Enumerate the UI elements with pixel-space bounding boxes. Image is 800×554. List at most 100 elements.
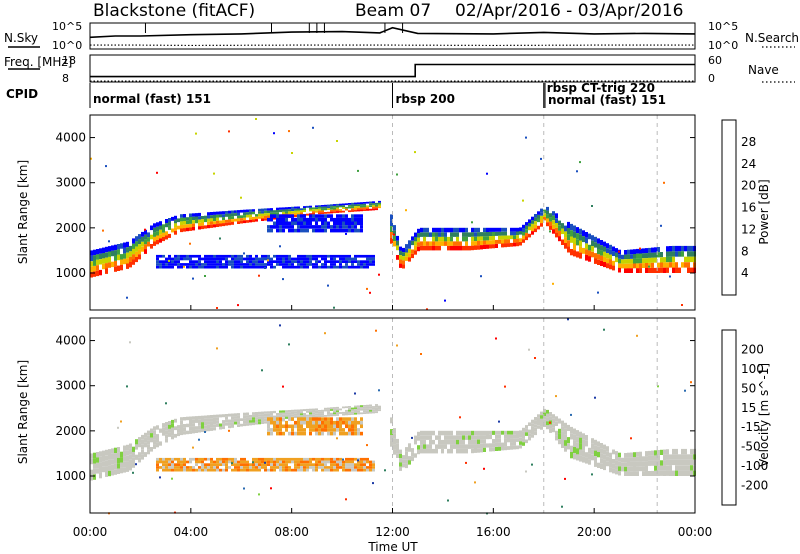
velocity-cell — [120, 451, 123, 458]
velocity-cell — [261, 463, 264, 466]
power-cell — [546, 218, 549, 223]
velocity-cell — [321, 413, 324, 416]
power-cell — [141, 246, 144, 252]
velocity-cell — [360, 466, 363, 469]
power-cell — [210, 257, 213, 261]
power-cell — [669, 256, 672, 263]
power-cell — [120, 243, 123, 249]
power-cell — [309, 217, 312, 222]
power-cell — [243, 257, 246, 261]
velocity-cell — [207, 463, 210, 466]
velocity-cell — [495, 447, 498, 451]
velocity-cell — [630, 471, 633, 476]
power-cell — [597, 254, 600, 260]
velocity-cell — [543, 408, 546, 413]
velocity-cell — [333, 408, 336, 411]
power-cell — [222, 211, 225, 215]
velocity-cell — [528, 436, 531, 441]
velocity-cell — [144, 432, 147, 438]
power-cell — [498, 227, 501, 232]
velocity-cell — [600, 453, 603, 459]
velocity-noise — [126, 385, 128, 388]
velocity-cell — [369, 410, 372, 412]
power-cell — [336, 254, 339, 258]
velocity-cell — [297, 460, 300, 464]
power-cell — [345, 221, 348, 226]
power-cell — [684, 262, 687, 268]
power-cell — [639, 258, 642, 264]
power-cell — [282, 225, 285, 229]
velocity-cell — [645, 451, 648, 457]
velocity-cell — [582, 456, 585, 463]
velocity-cell — [441, 448, 444, 454]
power-cell — [93, 260, 96, 266]
velocity-noise — [264, 461, 266, 464]
velocity-cell — [363, 406, 366, 409]
power-cell — [528, 233, 531, 238]
velocity-cell — [405, 447, 408, 452]
power-cell — [192, 263, 195, 266]
velocity-cell — [114, 463, 117, 470]
power-cell — [300, 210, 303, 213]
power-cell — [222, 220, 225, 224]
power-cell — [486, 244, 489, 249]
velocity-cell — [285, 428, 288, 432]
power-cell — [606, 263, 609, 269]
power-cell — [336, 214, 339, 218]
velocity-cell — [531, 430, 534, 435]
power-cell — [600, 260, 603, 266]
velocity-cell — [642, 471, 645, 476]
velocity-cell — [273, 457, 276, 461]
velocity-cell — [540, 426, 543, 430]
power-cell — [288, 214, 291, 218]
power-cell — [555, 232, 558, 238]
power-noise — [618, 250, 620, 253]
velocity-cell — [234, 418, 237, 422]
power-cell — [243, 220, 246, 224]
power-cell — [198, 219, 201, 223]
velocity-cell — [231, 457, 234, 461]
power-cell — [312, 211, 315, 214]
power-cell — [315, 225, 318, 229]
power-cell — [405, 248, 408, 253]
power-cell — [186, 224, 189, 228]
freq-tick-top: 18 — [62, 54, 76, 67]
velocity-cell — [345, 463, 348, 466]
x-tick-label: 00:00 — [678, 525, 713, 539]
velocity-cell — [354, 405, 357, 408]
velocity-cell — [255, 414, 258, 417]
power-cell — [300, 228, 303, 233]
velocity-cell — [432, 448, 435, 454]
velocity-cell — [318, 420, 321, 425]
velocity-cell — [336, 466, 339, 469]
power-cell — [357, 206, 360, 208]
velocity-cell — [123, 461, 126, 468]
power-cell — [309, 263, 312, 266]
velocity-cell — [318, 460, 321, 464]
power-cell — [258, 263, 261, 266]
velocity-cell — [576, 442, 579, 449]
velocity-cell — [252, 468, 255, 472]
velocity-cell — [291, 468, 294, 472]
power-cell — [615, 252, 618, 258]
velocity-cell — [327, 466, 330, 469]
velocity-cell — [354, 424, 357, 429]
velocity-cell — [276, 428, 279, 432]
power-cell — [198, 226, 201, 230]
power-cell — [225, 254, 228, 258]
power-cell — [639, 248, 642, 254]
velocity-cell — [282, 468, 285, 472]
power-cell — [201, 265, 204, 269]
velocity-cell — [357, 412, 360, 415]
power-cell — [306, 221, 309, 226]
power-cell — [249, 219, 252, 223]
velocity-cell — [285, 414, 288, 417]
velocity-cell — [630, 452, 633, 458]
velocity-cell — [405, 463, 408, 469]
velocity-cell — [414, 440, 417, 445]
power-cell — [465, 245, 468, 251]
velocity-cell — [324, 457, 327, 461]
velocity-cell — [285, 463, 288, 466]
velocity-cell — [663, 449, 666, 455]
power-cell — [483, 244, 486, 249]
